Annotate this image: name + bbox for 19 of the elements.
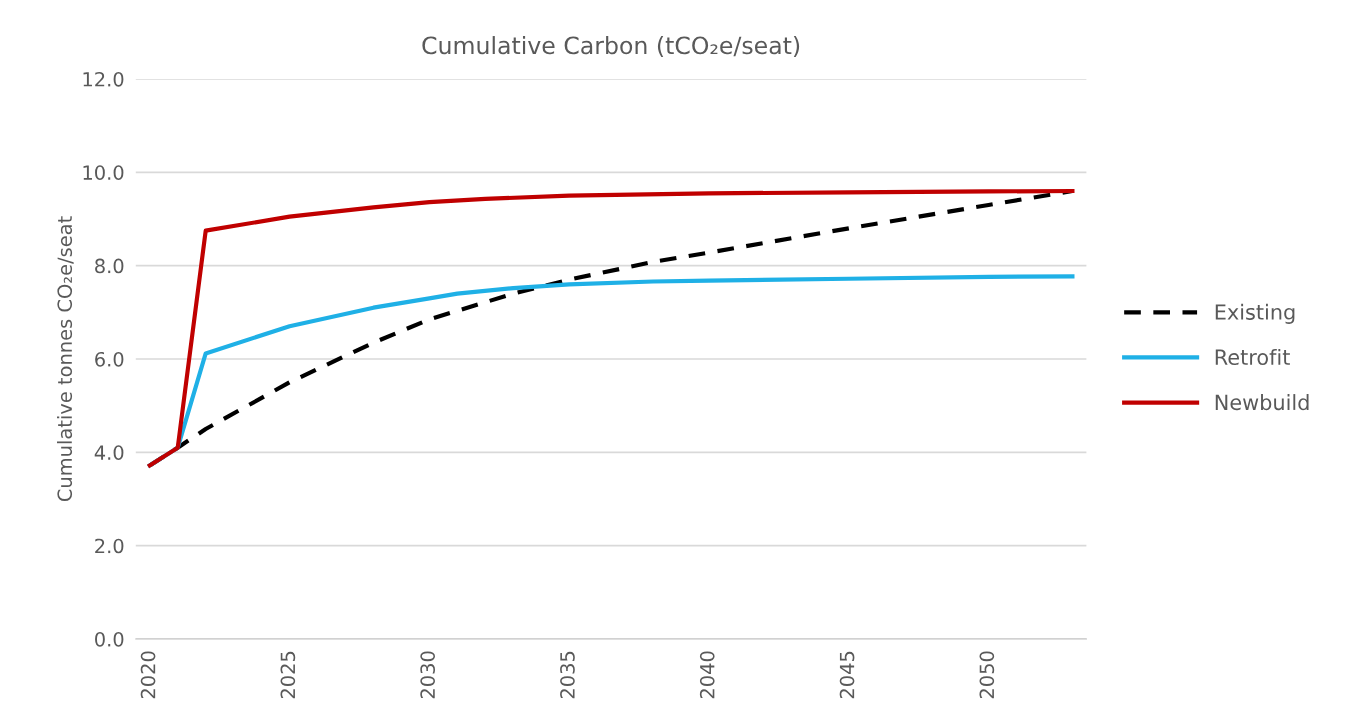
x-tick-label: 2045 [839,651,855,699]
legend-label: Retrofit [1215,348,1290,366]
x-tick-label: 2020 [140,651,156,699]
x-tick-label: 2050 [979,651,995,699]
x-tick-label: 2025 [280,651,296,699]
y-tick-label: 12.0 [83,71,124,87]
legend-label: Newbuild [1215,394,1309,411]
legend-label: Existing [1215,303,1295,324]
y-axis-title: Cumulative tonnes CO₂e/seat [57,216,74,502]
y-tick-label: 0.0 [95,631,124,647]
x-tick-label: 2035 [560,651,575,699]
x-tick-label: 2040 [699,651,715,699]
y-tick-label: 6.0 [95,351,124,367]
y-tick-label: 10.0 [83,165,124,180]
y-tick-label: 2.0 [95,538,124,554]
y-tick-label: 4.0 [94,445,124,460]
chart-title: Cumulative Carbon (tCO₂e/seat) [422,36,800,58]
x-tick-label: 2030 [420,651,436,699]
y-tick-label: 8.0 [95,258,124,274]
